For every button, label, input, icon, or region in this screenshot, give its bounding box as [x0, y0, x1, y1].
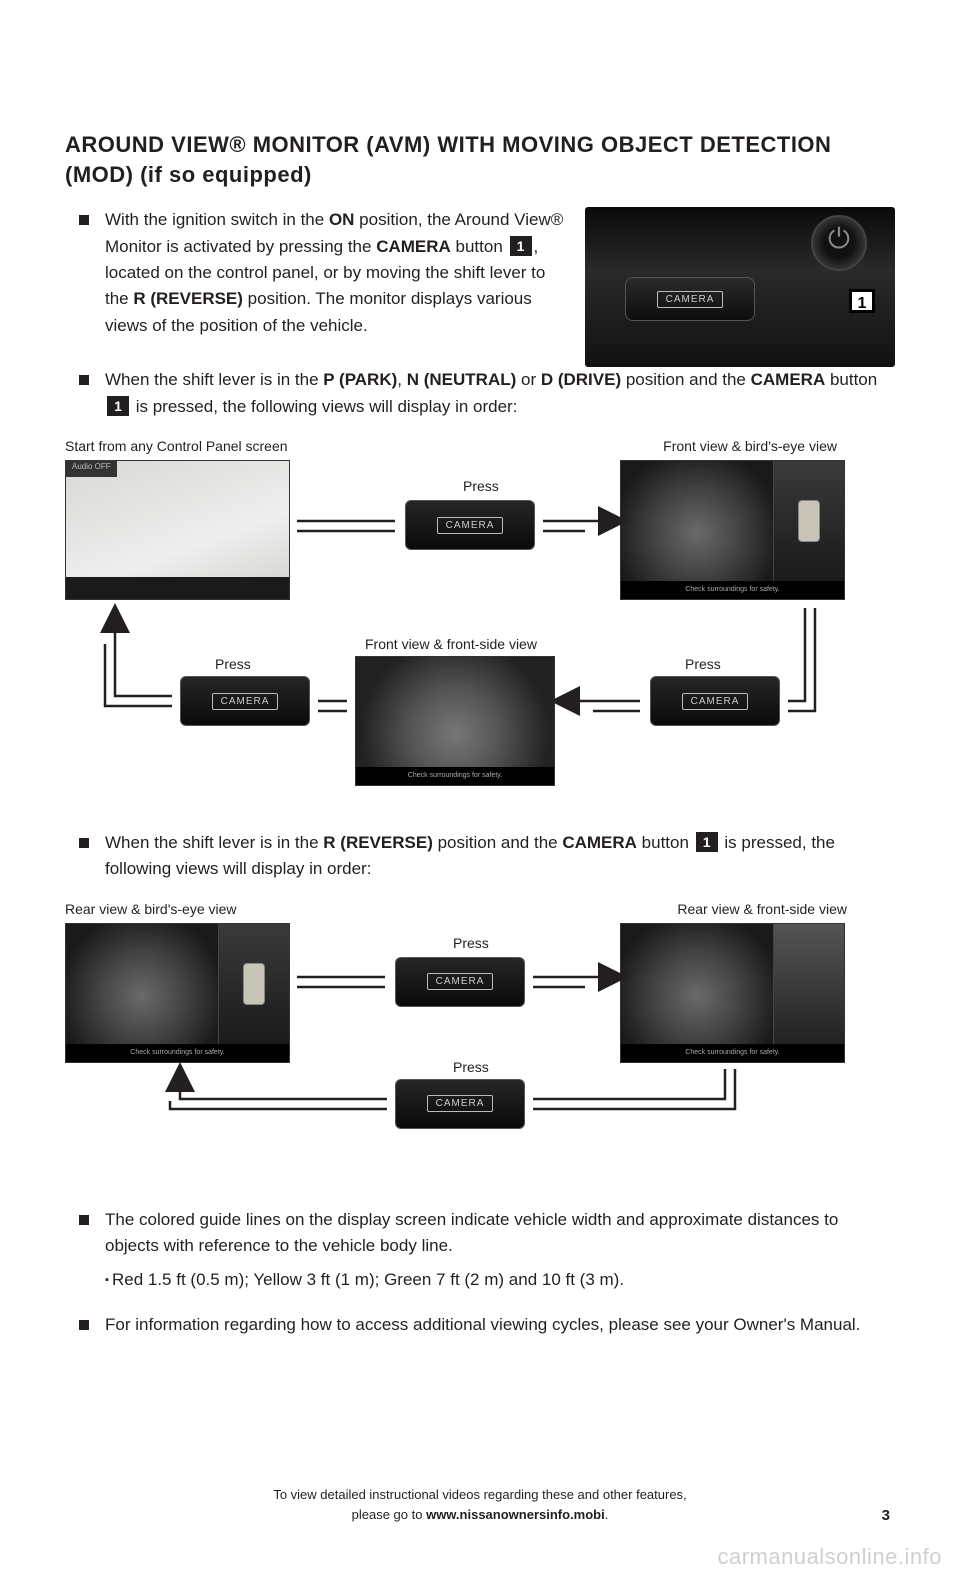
text: is pressed, the following views will dis…: [131, 397, 517, 416]
bullet-4-sub: Red 1.5 ft (0.5 m); Yellow 3 ft (1 m); G…: [65, 1267, 895, 1293]
car-top-icon: [798, 500, 820, 542]
bullet-1: With the ignition switch in the ON posit…: [65, 207, 565, 339]
screen-rear-frontside: Check surroundings for safety.: [620, 923, 845, 1063]
text-bold: D (DRIVE): [541, 370, 621, 389]
callout-box: 1: [107, 396, 129, 416]
bullet-5: For information regarding how to access …: [65, 1312, 895, 1338]
text: When the shift lever is in the: [105, 833, 323, 852]
flow-diagram-reverse: Rear view & bird's-eye view Rear view & …: [65, 901, 895, 1181]
callout-box: 1: [696, 832, 718, 852]
footer: To view detailed instructional videos re…: [0, 1485, 960, 1524]
footer-line2-post: .: [605, 1507, 609, 1522]
camera-button-small: CAMERA: [405, 500, 535, 550]
page-title: AROUND VIEW® MONITOR (AVM) WITH MOVING O…: [65, 130, 895, 189]
press-label: Press: [453, 935, 489, 951]
text-bold: CAMERA: [376, 237, 451, 256]
press-label: Press: [463, 478, 499, 494]
text: With the ignition switch in the: [105, 210, 329, 229]
screen-control-panel: Audio OFF: [65, 460, 290, 600]
power-button-icon: [811, 215, 867, 271]
text: button: [637, 833, 694, 852]
flow-diagram-park: Start from any Control Panel screen Fron…: [65, 438, 895, 808]
camera-button-label: CAMERA: [657, 291, 724, 308]
text-bold: CAMERA: [562, 833, 637, 852]
camera-button-small: CAMERA: [395, 957, 525, 1007]
camera-button-label: CAMERA: [212, 693, 279, 710]
footer-line2-pre: please go to: [352, 1507, 426, 1522]
text: button: [451, 237, 508, 256]
text: button: [825, 370, 877, 389]
camera-button-small: CAMERA: [180, 676, 310, 726]
text: ,: [397, 370, 406, 389]
camera-button-label: CAMERA: [682, 693, 749, 710]
text: position and the: [433, 833, 562, 852]
text: position and the: [621, 370, 750, 389]
safety-label: Check surroundings for safety.: [66, 1044, 289, 1062]
text-bold: P (PARK): [323, 370, 397, 389]
camera-button-photo: CAMERA 1: [585, 207, 895, 367]
page-number: 3: [882, 1507, 890, 1524]
press-label: Press: [215, 656, 251, 672]
camera-button-small: CAMERA: [650, 676, 780, 726]
screen-rear-birdseye: Check surroundings for safety.: [65, 923, 290, 1063]
text: or: [516, 370, 541, 389]
press-label: Press: [453, 1059, 489, 1075]
caption-front-bird: Front view & bird's-eye view: [663, 438, 837, 454]
text-bold: R (REVERSE): [133, 289, 243, 308]
audio-off-label: Audio OFF: [66, 461, 117, 477]
text-bold: R (REVERSE): [323, 833, 433, 852]
bullet-3: When the shift lever is in the R (REVERS…: [65, 830, 895, 883]
callout-box: 1: [510, 236, 532, 256]
caption-rear-side: Rear view & front-side view: [677, 901, 847, 917]
screen-front-birdseye: Check surroundings for safety.: [620, 460, 845, 600]
footer-url: www.nissanownersinfo.mobi: [426, 1507, 605, 1522]
intro-row: With the ignition switch in the ON posit…: [65, 207, 895, 367]
callout-1: 1: [849, 289, 875, 313]
text-bold: ON: [329, 210, 355, 229]
safety-label: Check surroundings for safety.: [356, 767, 554, 785]
camera-button-label: CAMERA: [437, 517, 504, 534]
camera-button: CAMERA: [625, 277, 755, 321]
car-top-icon: [243, 963, 265, 1005]
caption-front-side: Front view & front-side view: [365, 636, 537, 652]
footer-line1: To view detailed instructional videos re…: [273, 1487, 686, 1502]
caption-rear-bird: Rear view & bird's-eye view: [65, 901, 237, 917]
safety-label: Check surroundings for safety.: [621, 581, 844, 599]
watermark: carmanualsonline.info: [717, 1544, 942, 1570]
text: When the shift lever is in the: [105, 370, 323, 389]
bullet-4: The colored guide lines on the display s…: [65, 1207, 895, 1260]
safety-label: Check surroundings for safety.: [621, 1044, 844, 1062]
screen-front-side: Check surroundings for safety.: [355, 656, 555, 786]
text-bold: N (NEUTRAL): [407, 370, 517, 389]
camera-button-label: CAMERA: [427, 973, 494, 990]
camera-button-small: CAMERA: [395, 1079, 525, 1129]
press-label: Press: [685, 656, 721, 672]
bullet-2: When the shift lever is in the P (PARK),…: [65, 367, 895, 420]
text-bold: CAMERA: [751, 370, 826, 389]
caption-start: Start from any Control Panel screen: [65, 438, 288, 454]
camera-button-label: CAMERA: [427, 1095, 494, 1112]
